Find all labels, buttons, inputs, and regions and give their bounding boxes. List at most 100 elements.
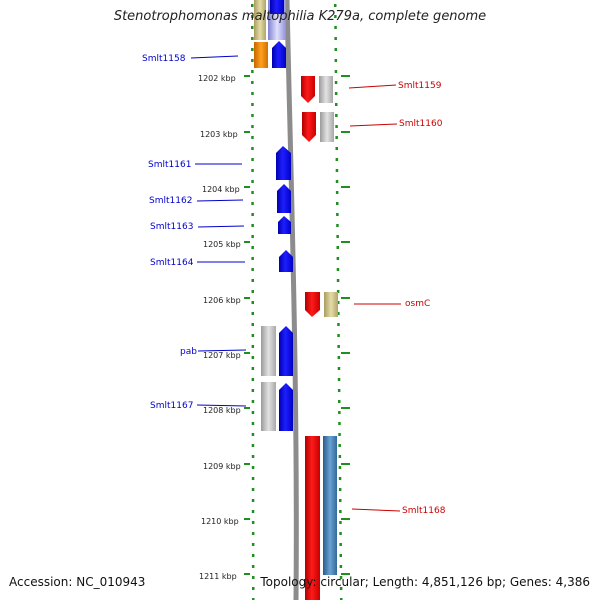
right-rail-dot: [339, 521, 342, 524]
right-rail-dot: [339, 499, 342, 502]
left-rail-dot: [251, 257, 254, 260]
gene-label-osmc[interactable]: osmC: [405, 299, 430, 309]
gene-arrow-osmc[interactable]: [305, 292, 320, 317]
backbone-curve: [284, 0, 299, 600]
gene-arrow-osmc-khaki[interactable]: [324, 292, 338, 317]
left-rail-dot: [251, 455, 255, 458]
gene-arrow-smlt1158[interactable]: [272, 41, 286, 68]
gene-label-smlt1162[interactable]: Smlt1162: [149, 196, 192, 206]
gene-label-smlt1167[interactable]: Smlt1167: [150, 401, 193, 411]
left-rail-dot: [251, 433, 255, 436]
left-rail-dot: [251, 312, 254, 315]
left-rail-dot: [251, 103, 254, 106]
right-rail-dot: [335, 158, 339, 161]
left-rail-dot: [251, 279, 254, 282]
tick-label-1211: 1211 kbp: [199, 572, 237, 581]
gene-arrow-smlt1167[interactable]: [279, 383, 293, 431]
gene-arrow-smlt1160-gray[interactable]: [320, 112, 334, 142]
right-rail-dot: [335, 191, 339, 194]
left-rail-dot: [251, 345, 255, 348]
tick-label-1208: 1208 kbp: [203, 406, 241, 415]
top-feature-blue: [270, 0, 284, 14]
left-rail-dot: [251, 114, 254, 117]
left-rail-dot: [251, 158, 254, 161]
right-rail-dot: [339, 510, 342, 513]
left-rail-dot: [251, 180, 254, 183]
right-rail-dot: [337, 345, 340, 348]
right-rail-dot: [338, 488, 342, 491]
right-rail-dot: [338, 466, 342, 469]
left-rail-dot: [251, 565, 255, 568]
genome-title: Stenotrophomonas maltophilia K279a, comp…: [113, 9, 487, 24]
right-rail-dot: [336, 279, 340, 282]
gene-arrow-smlt1159-gray[interactable]: [319, 76, 333, 103]
left-rail-dot: [251, 92, 254, 95]
gene-arrow-smlt1161[interactable]: [276, 146, 291, 180]
left-rail-dot: [251, 477, 255, 480]
gene-arrow-smlt1168-steel[interactable]: [323, 436, 337, 575]
right-rail-dot: [337, 367, 341, 370]
right-rail-dot: [334, 81, 338, 84]
right-rail-dot: [335, 180, 339, 183]
left-rail-dot: [251, 191, 254, 194]
gene-arrow-smlt1168[interactable]: [305, 436, 320, 600]
right-rail-dot: [339, 554, 342, 557]
gene-label-smlt1163[interactable]: Smlt1163: [150, 222, 193, 232]
gene-arrow-pab-gray[interactable]: [261, 326, 276, 376]
accession-text: Accession: NC_010943: [9, 575, 146, 589]
left-rail-dot: [251, 136, 254, 139]
kbp-ticks: [244, 75, 350, 575]
left-rail-dot: [251, 246, 254, 249]
tick-label-1204: 1204 kbp: [202, 185, 240, 194]
right-rail-dot: [336, 268, 340, 271]
right-rail-dot: [337, 334, 340, 337]
gene-arrow-smlt1162[interactable]: [277, 184, 291, 213]
tick-label-1210: 1210 kbp: [201, 517, 239, 526]
gene-label-smlt1161[interactable]: Smlt1161: [148, 160, 191, 170]
right-rail-dot: [338, 433, 341, 436]
forward-leader-lines: [190, 55, 247, 407]
gene-label-pab[interactable]: pab: [180, 347, 197, 357]
gene-arrow-smlt1164[interactable]: [279, 250, 293, 272]
gene-arrow-smlt1159[interactable]: [301, 76, 315, 103]
left-rail-dot: [251, 235, 254, 238]
tick-label-1202: 1202 kbp: [198, 74, 236, 83]
right-rail-dot: [336, 202, 339, 205]
gene-label-smlt1158[interactable]: Smlt1158: [142, 54, 186, 64]
left-rail-dot: [251, 466, 255, 469]
left-rail-dot: [251, 323, 254, 326]
gene-arrow-pab[interactable]: [279, 326, 293, 376]
gene-arrow-smlt1158-orange[interactable]: [254, 42, 268, 68]
tick-label-1209: 1209 kbp: [203, 462, 241, 471]
gene-label-smlt1160[interactable]: Smlt1160: [399, 119, 443, 129]
right-rail-dot: [336, 290, 340, 293]
gene-arrow-smlt1160[interactable]: [302, 112, 316, 142]
left-rail-dot: [252, 587, 255, 590]
right-rail-dot: [338, 422, 341, 425]
right-rail-dot: [340, 598, 343, 600]
left-rail-dot: [251, 389, 255, 392]
gene-arrow-smlt1163[interactable]: [278, 216, 291, 234]
left-rail-dot: [251, 213, 254, 216]
gene-label-smlt1159[interactable]: Smlt1159: [398, 81, 442, 91]
left-rail-dot: [251, 510, 255, 513]
right-rail-dot: [335, 103, 338, 106]
left-rail-dot: [251, 422, 255, 425]
left-rail-dot: [251, 26, 254, 29]
right-rail-dot: [335, 147, 338, 150]
right-rail-dot: [334, 92, 338, 95]
left-rail-dot: [251, 543, 255, 546]
left-rail-dot: [251, 4, 254, 7]
right-rail-dot: [336, 257, 340, 260]
left-rail-dot: [251, 532, 255, 535]
gene-label-smlt1164[interactable]: Smlt1164: [150, 258, 194, 268]
right-rail-dot: [334, 37, 337, 40]
left-rail-dot: [251, 59, 254, 62]
right-rail-dot: [336, 224, 339, 227]
right-rail-dot: [336, 213, 339, 216]
left-rail-dot: [251, 224, 254, 227]
left-rail-dot: [251, 147, 254, 150]
gene-arrow-smlt1167-gray[interactable]: [261, 382, 276, 431]
gene-label-smlt1168[interactable]: Smlt1168: [402, 506, 446, 516]
left-rail-dot: [251, 169, 254, 172]
